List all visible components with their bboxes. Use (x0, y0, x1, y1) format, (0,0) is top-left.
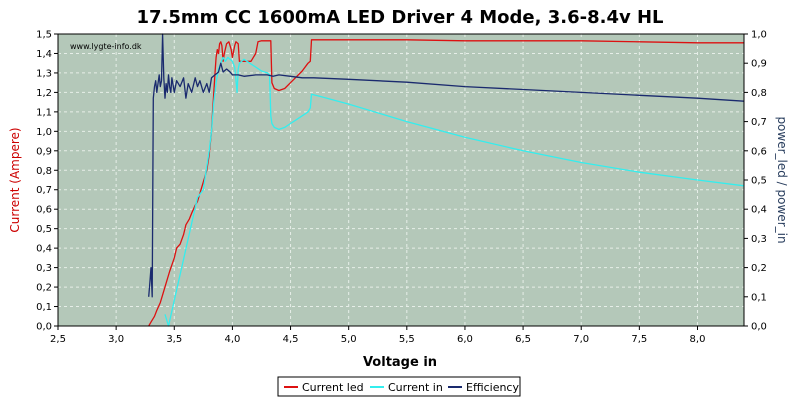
y-left-tick-label: 0,5 (36, 224, 52, 235)
x-tick-label: 3,5 (166, 334, 182, 345)
series-current-in (164, 56, 745, 327)
y-left-tick-label: 0,7 (36, 185, 52, 196)
y-right-tick-label: 0,1 (751, 292, 767, 303)
series-layer (148, 33, 745, 327)
legend-label-current-led: Current led (302, 381, 364, 394)
x-tick-label: 7,5 (631, 334, 647, 345)
y-left-tick-label: 1,0 (36, 127, 52, 138)
watermark: www.lygte-info.dk (70, 42, 142, 51)
x-tick-label: 3,0 (108, 334, 124, 345)
series-current-led (148, 39, 744, 327)
y-left-tick-label: 0,4 (36, 244, 52, 255)
y-right-tick-label: 0,0 (751, 322, 767, 333)
y-axis-left-label: Current (Ampere) (8, 127, 22, 232)
x-tick-label: 5,0 (341, 334, 357, 345)
y-left-tick-label: 0,2 (36, 283, 52, 294)
y-left-tick-label: 0,6 (36, 205, 52, 216)
x-tick-label: 4,5 (283, 334, 299, 345)
x-tick-label: 6,0 (457, 334, 473, 345)
x-tick-label: 8,0 (690, 334, 706, 345)
y-left-tick-label: 0,9 (36, 146, 52, 157)
y-right-tick-label: 0,4 (751, 205, 767, 216)
y-left-tick-label: 1,4 (36, 49, 52, 60)
y-right-tick-label: 0,8 (751, 88, 767, 99)
series-efficiency (148, 33, 745, 298)
y-left-tick-label: 1,2 (36, 88, 52, 99)
y-axis-right-label: power_led / power_in (775, 116, 789, 243)
y-left-tick-label: 0,0 (36, 322, 52, 333)
y-right-tick-label: 0,3 (751, 234, 767, 245)
x-tick-label: 6,5 (515, 334, 531, 345)
y-left-tick-label: 0,3 (36, 263, 52, 274)
y-right-tick-label: 0,5 (751, 176, 767, 187)
x-tick-label: 5,5 (399, 334, 415, 345)
y-right-tick-label: 0,9 (751, 59, 767, 70)
x-tick-label: 7,0 (573, 334, 589, 345)
y-axis-right: 0,0 0,1 0,2 0,3 0,4 0,5 0,6 0,7 0,8 0,9 1,0 (744, 30, 767, 333)
plot-area (58, 34, 744, 326)
x-axis: 2,5 3,0 3,5 4,0 4,5 5,0 5,5 6,0 6,5 7,0 7,5 8,0 (50, 326, 705, 345)
legend-label-current-in: Current in (388, 381, 443, 394)
y-left-tick-label: 1,1 (36, 107, 52, 118)
y-right-tick-label: 1,0 (751, 30, 767, 41)
legend: Current led Current in Efficiency (277, 376, 521, 397)
x-tick-label: 2,5 (50, 334, 66, 345)
y-left-tick-label: 0,8 (36, 166, 52, 177)
legend-box (277, 376, 521, 397)
y-right-tick-label: 0,7 (751, 117, 767, 128)
x-axis-label: Voltage in (363, 355, 437, 370)
y-left-tick-label: 0,1 (36, 302, 52, 313)
x-tick-label: 4,0 (224, 334, 240, 345)
y-axis-left: 0,0 0,1 0,2 0,3 0,4 0,5 0,6 0,7 0,8 0,9 1,0 1,1 1,2 1… (36, 30, 58, 333)
y-left-tick-label: 1,5 (36, 30, 52, 41)
y-right-tick-label: 0,6 (751, 146, 767, 157)
y-right-tick-label: 0,2 (751, 263, 767, 274)
y-left-tick-label: 1,3 (36, 68, 52, 79)
chart-title: 17.5mm CC 1600mA LED Driver 4 Mode, 3.6-… (136, 7, 663, 28)
legend-label-efficiency: Efficiency (466, 381, 519, 394)
